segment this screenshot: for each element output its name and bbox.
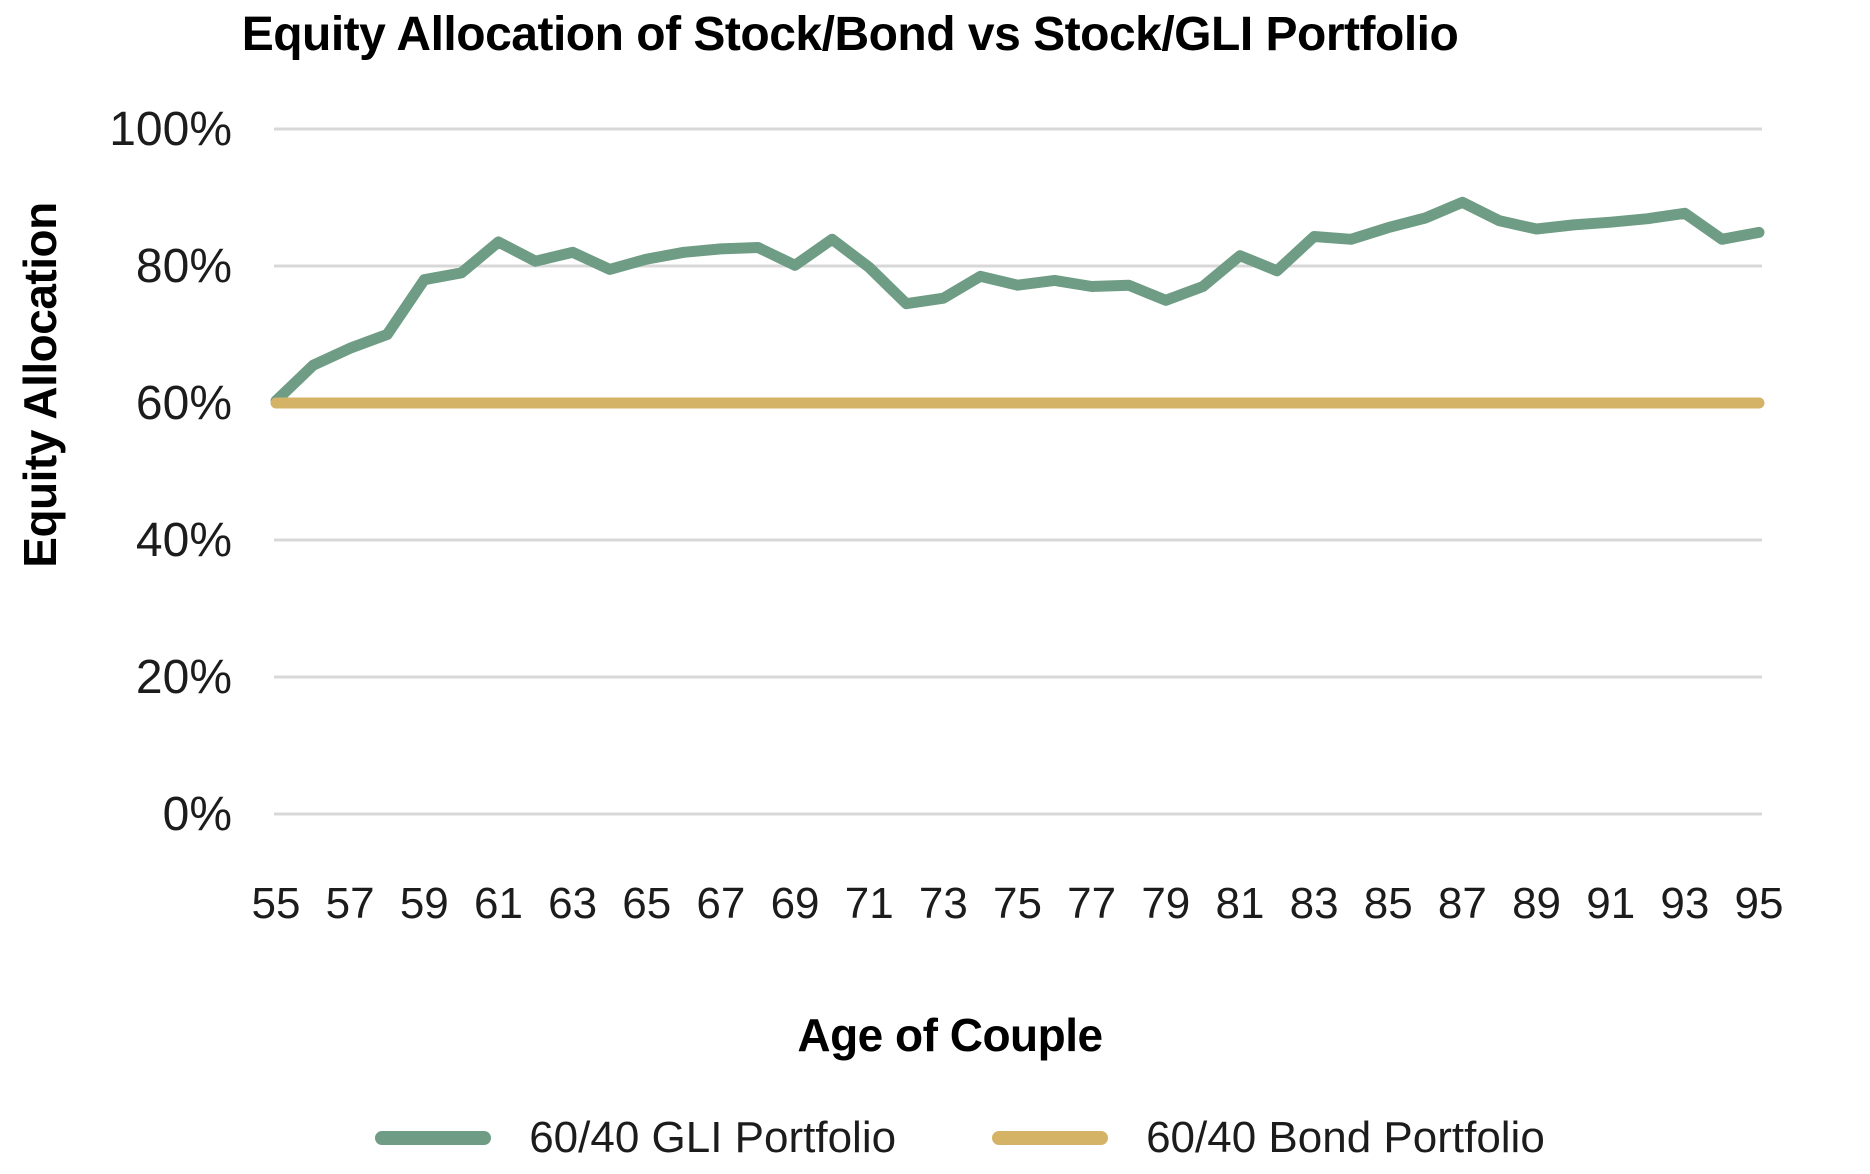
x-tick-label: 89 <box>1512 879 1561 928</box>
bond-line-swatch <box>992 1131 1109 1145</box>
x-tick-label: 57 <box>326 879 375 928</box>
x-tick-label: 81 <box>1215 879 1264 928</box>
x-tick-label: 87 <box>1438 879 1487 928</box>
x-tick-label: 69 <box>771 879 820 928</box>
x-tick-label: 83 <box>1290 879 1339 928</box>
x-tick-label: 73 <box>919 879 968 928</box>
x-tick-label: 75 <box>993 879 1042 928</box>
y-tick-label: 100% <box>109 103 232 156</box>
y-tick-label: 60% <box>136 377 232 430</box>
x-tick-label: 91 <box>1586 879 1635 928</box>
x-tick-label: 93 <box>1660 879 1709 928</box>
legend-item-gli: 60/40 GLI Portfolio <box>375 1113 896 1163</box>
x-tick-label: 61 <box>474 879 523 928</box>
x-axis-title: Age of Couple <box>797 1009 1103 1061</box>
x-tick-label: 67 <box>696 879 745 928</box>
y-tick-label: 20% <box>136 651 232 704</box>
x-tick-label: 63 <box>548 879 597 928</box>
x-tick-label: 71 <box>845 879 894 928</box>
legend-item-bond: 60/40 Bond Portfolio <box>992 1113 1545 1163</box>
x-tick-label: 55 <box>252 879 301 928</box>
x-tick-label: 65 <box>622 879 671 928</box>
gli-line-swatch <box>375 1131 492 1145</box>
x-tick-label: 77 <box>1067 879 1116 928</box>
y-tick-label: 40% <box>136 514 232 567</box>
y-tick-label: 0% <box>163 788 232 841</box>
gli-legend-label: 60/40 GLI Portfolio <box>529 1113 897 1162</box>
bond-legend-label: 60/40 Bond Portfolio <box>1146 1113 1545 1162</box>
y-tick-label: 80% <box>136 240 232 293</box>
x-tick-label: 59 <box>400 879 449 928</box>
chart-title: Equity Allocation of Stock/Bond vs Stock… <box>241 8 1459 61</box>
gli-portfolio-line <box>270 196 1765 407</box>
x-tick-label: 79 <box>1141 879 1190 928</box>
x-tick-label: 85 <box>1364 879 1413 928</box>
x-tick-label: 95 <box>1735 879 1784 928</box>
legend: 60/40 GLI Portfolio 60/40 Bond Portfolio <box>25 1108 1870 1168</box>
